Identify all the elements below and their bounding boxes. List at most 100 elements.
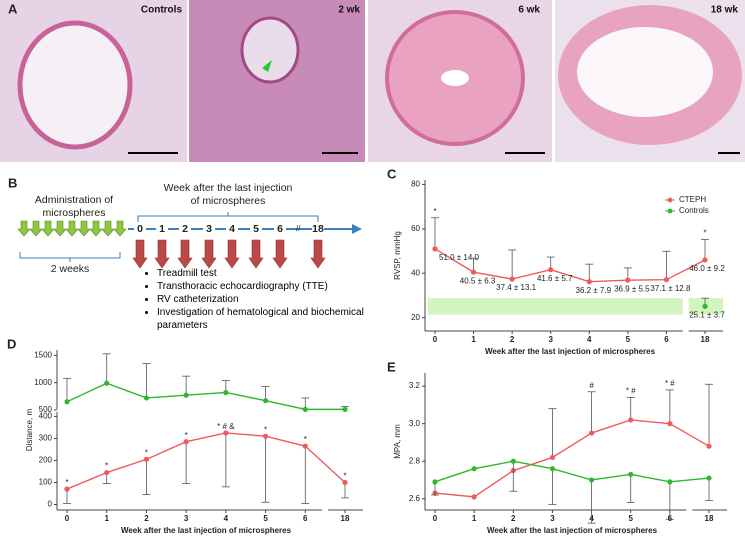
y-tick-label: 3.2: [409, 381, 421, 390]
y-tick-label: 300: [39, 434, 53, 443]
significance: *: [703, 229, 706, 238]
week-label: 3: [206, 223, 212, 235]
data-point: [223, 430, 229, 436]
data-point: [143, 456, 150, 462]
red-arrow: [224, 239, 240, 269]
x-tick-label: 3: [184, 514, 189, 523]
bracket: [19, 252, 121, 262]
x-axis-title: Week after the last injection of microsp…: [485, 347, 656, 356]
red-arrow: [310, 239, 326, 269]
data-point: [706, 475, 712, 481]
week-bg: [250, 222, 262, 236]
significance: *: [304, 435, 307, 444]
red-arrow: [201, 239, 217, 269]
timeline-title-text: of microspheres: [191, 195, 266, 207]
significance: *: [264, 425, 267, 434]
week-label: 5: [253, 223, 259, 235]
procedure-list: Treadmill testTransthoracic echocardiogr…: [145, 267, 389, 332]
panel-label: B: [8, 175, 17, 190]
data-point: [628, 417, 634, 423]
data-point: [302, 443, 308, 449]
series-line: [434, 419, 710, 498]
x-tick-label: 3: [548, 335, 553, 344]
week-bg: [274, 222, 286, 236]
x-tick-label: 2: [511, 514, 516, 523]
series-line: [434, 460, 710, 483]
data-point: [702, 257, 708, 263]
value-label: 51.0 ± 14.0: [439, 253, 480, 262]
value-label: 46.0 ± 9.2: [689, 264, 725, 273]
week-bg: [226, 222, 238, 236]
arrowhead: [352, 224, 362, 234]
data-point: [628, 471, 634, 477]
data-point: [625, 277, 631, 283]
data-point: [549, 466, 556, 472]
week-bg: [156, 222, 168, 236]
data-point: [706, 443, 712, 449]
x-axis-title: Week after the last injection of microsp…: [121, 526, 292, 535]
data-point: [663, 277, 670, 283]
significance: *: [433, 207, 436, 216]
week-bg: [179, 222, 191, 236]
significance: * #: [665, 379, 675, 388]
week-label: 2: [182, 223, 188, 235]
legend-label: Controls: [679, 206, 709, 215]
timeline-title-text: Week after the last injection: [164, 182, 293, 194]
x-tick-label: 0: [433, 335, 438, 344]
data-point: [143, 395, 150, 401]
vessel: [17, 20, 133, 150]
lumen: [441, 70, 469, 86]
x-tick-label: 6: [303, 514, 308, 523]
green-arrow: [77, 220, 91, 237]
histology-panel: A Controls 2 wk 6 wk 18 wk: [0, 0, 745, 162]
timeline-title: Week after the last injection of microsph…: [164, 182, 293, 207]
green-arrow: [29, 220, 43, 237]
data-point: [183, 439, 189, 445]
y-axis-title: Distance, m: [25, 409, 34, 452]
x-tick-label: 0: [65, 514, 70, 523]
data-point: [262, 433, 269, 439]
arrow: [262, 60, 272, 72]
series-line: [66, 382, 345, 411]
data-point: [667, 421, 673, 427]
procedure: Investigation of hematological and bioch…: [157, 306, 389, 332]
panel-label: C: [387, 166, 397, 181]
week-label: 18: [312, 223, 324, 235]
week-label: 6: [277, 223, 283, 235]
data-point: [470, 269, 477, 275]
y-tick-label: 0: [48, 500, 53, 509]
green-arrow: [53, 220, 67, 237]
x-tick-label: 5: [263, 514, 268, 523]
week-bg: [312, 222, 324, 236]
green-arrow: [41, 220, 55, 237]
y-tick-label: 3.0: [409, 419, 421, 428]
green-arrow: [17, 220, 31, 237]
x-tick-label: 1: [104, 514, 109, 523]
data-point: [588, 477, 595, 483]
y-tick-label: 60: [411, 224, 420, 233]
data-point: [548, 267, 554, 273]
timeline-break: //: [296, 224, 301, 233]
procedure: Transthoracic echocardiography (TTE): [157, 280, 389, 293]
week-bg: [134, 222, 146, 236]
data-point: [183, 392, 189, 398]
x-tick-label: 2: [510, 335, 515, 344]
y-tick-label: 2.8: [409, 456, 421, 465]
data-point: [104, 380, 110, 386]
series-line: [434, 248, 706, 283]
x-tick-label: 18: [341, 514, 350, 523]
data-point: [471, 466, 477, 472]
procedure: Treadmill test: [157, 267, 389, 280]
y-tick-label: 80: [411, 180, 420, 189]
y-tick-label: 200: [39, 456, 53, 465]
green-arrow: [101, 220, 115, 237]
significance: *: [105, 462, 108, 471]
data-point: [702, 303, 708, 309]
admin-title: Administration of microspheres: [35, 194, 113, 219]
x-tick-label: 5: [628, 514, 633, 523]
series-line: [66, 432, 346, 490]
x-tick-label: 6: [664, 335, 669, 344]
y-tick-label: 2.6: [409, 494, 421, 503]
legend-marker: [667, 197, 673, 203]
